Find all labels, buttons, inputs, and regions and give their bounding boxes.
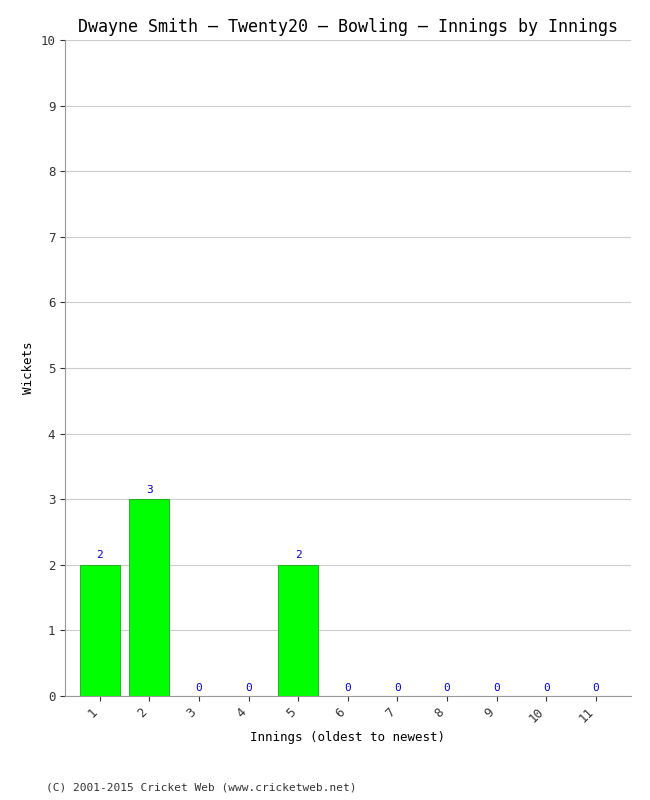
Title: Dwayne Smith – Twenty20 – Bowling – Innings by Innings: Dwayne Smith – Twenty20 – Bowling – Inni…	[78, 18, 618, 36]
Y-axis label: Wickets: Wickets	[21, 342, 34, 394]
Text: 0: 0	[394, 682, 401, 693]
Bar	[129, 499, 169, 696]
Text: 0: 0	[245, 682, 252, 693]
Text: (C) 2001-2015 Cricket Web (www.cricketweb.net): (C) 2001-2015 Cricket Web (www.cricketwe…	[46, 782, 356, 792]
Text: 0: 0	[443, 682, 450, 693]
Text: 0: 0	[543, 682, 549, 693]
Bar	[80, 565, 120, 696]
Text: 2: 2	[294, 550, 302, 560]
X-axis label: Innings (oldest to newest): Innings (oldest to newest)	[250, 731, 445, 744]
Text: 0: 0	[344, 682, 351, 693]
Bar	[278, 565, 318, 696]
Text: 0: 0	[196, 682, 202, 693]
Text: 2: 2	[96, 550, 103, 560]
Text: 0: 0	[493, 682, 500, 693]
Text: 0: 0	[592, 682, 599, 693]
Text: 3: 3	[146, 485, 153, 494]
